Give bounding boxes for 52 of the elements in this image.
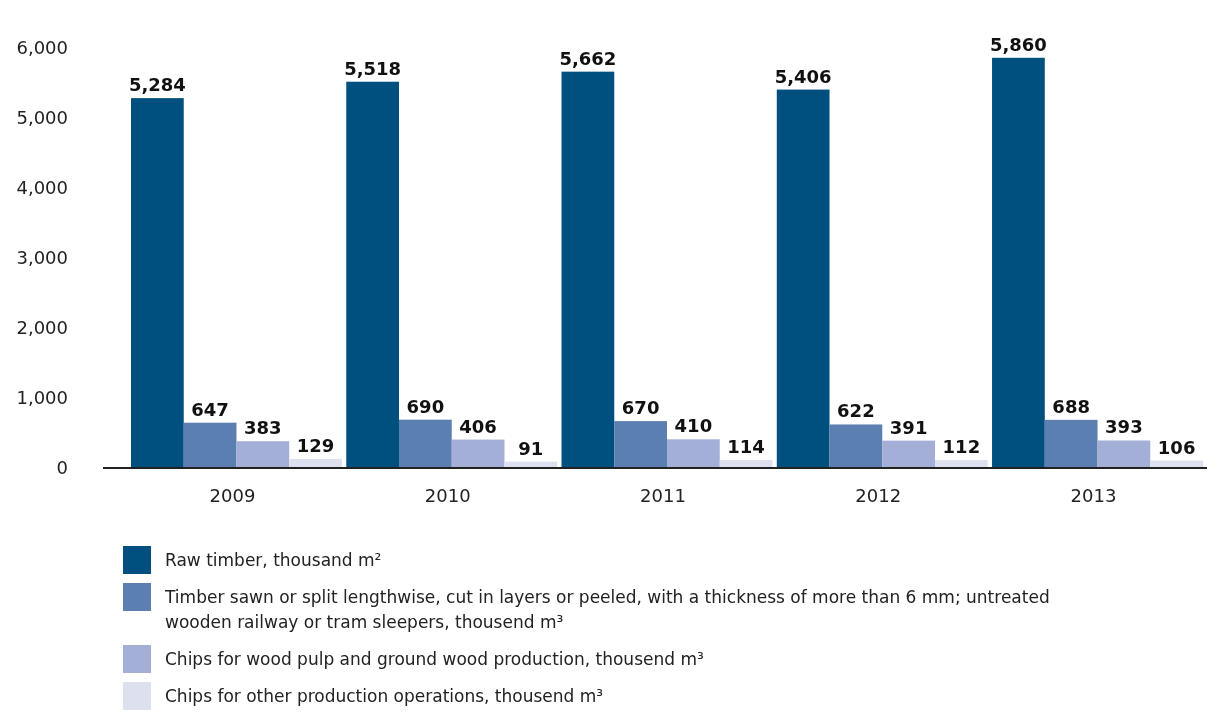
y-tick-label: 5,000 <box>16 107 68 129</box>
bar <box>882 440 935 468</box>
bar <box>829 424 883 468</box>
bar <box>992 57 1045 468</box>
x-tick-label: 2011 <box>640 485 686 506</box>
bar <box>236 441 290 468</box>
data-label: 406 <box>459 415 497 437</box>
bar <box>935 460 988 468</box>
x-tick-label: 2013 <box>1070 485 1117 506</box>
legend-label: Chips for other production operations, thousend m³ <box>165 686 604 706</box>
bar <box>346 81 399 468</box>
data-label: 670 <box>621 397 660 419</box>
data-label: 391 <box>889 416 928 438</box>
bar <box>776 89 830 468</box>
data-label: 690 <box>406 395 445 417</box>
data-label: 622 <box>837 400 875 422</box>
data-label: 114 <box>727 436 765 458</box>
legend-label: Raw timber, thousand m² <box>165 550 382 570</box>
y-tick-label: 3,000 <box>16 247 68 269</box>
data-label: 129 <box>296 434 335 456</box>
y-tick-label: 0 <box>56 457 68 479</box>
bar <box>561 71 615 468</box>
data-label: 112 <box>942 436 981 458</box>
data-label: 410 <box>674 415 713 437</box>
bar <box>451 439 505 468</box>
y-tick-label: 4,000 <box>16 177 68 199</box>
bar <box>1044 419 1098 468</box>
data-label: 5,860 <box>989 33 1047 55</box>
x-tick-label: 2012 <box>855 485 902 506</box>
x-tick-label: 2010 <box>424 485 471 506</box>
data-label: 5,284 <box>128 74 186 96</box>
data-label: 5,406 <box>774 65 832 87</box>
bar <box>183 422 237 468</box>
y-tick-label: 6,000 <box>16 37 68 59</box>
data-label: 647 <box>191 398 229 420</box>
data-label: 393 <box>1105 416 1143 438</box>
data-label: 5,518 <box>344 57 402 79</box>
bar <box>131 98 184 468</box>
data-label: 106 <box>1157 436 1196 458</box>
bar <box>667 439 720 468</box>
bar <box>399 419 452 468</box>
legend-label: Chips for wood pulp and ground wood production, thousend m³ <box>165 649 704 669</box>
x-tick-label: 2009 <box>209 485 256 506</box>
y-tick-label: 1,000 <box>16 387 68 409</box>
bar <box>614 421 667 468</box>
data-label: 688 <box>1052 395 1090 417</box>
legend-label: Timber sawn or split lengthwise, cut in layers or peeled, with a thickness of more than 6 mm; untreated wooden railway or tram sleepers, thousend m³ <box>164 587 1050 632</box>
data-label: 91 <box>518 437 544 459</box>
data-label: 383 <box>244 417 282 439</box>
data-label: 5,662 <box>559 47 617 69</box>
y-tick-label: 2,000 <box>16 317 68 339</box>
bar <box>1097 440 1151 468</box>
